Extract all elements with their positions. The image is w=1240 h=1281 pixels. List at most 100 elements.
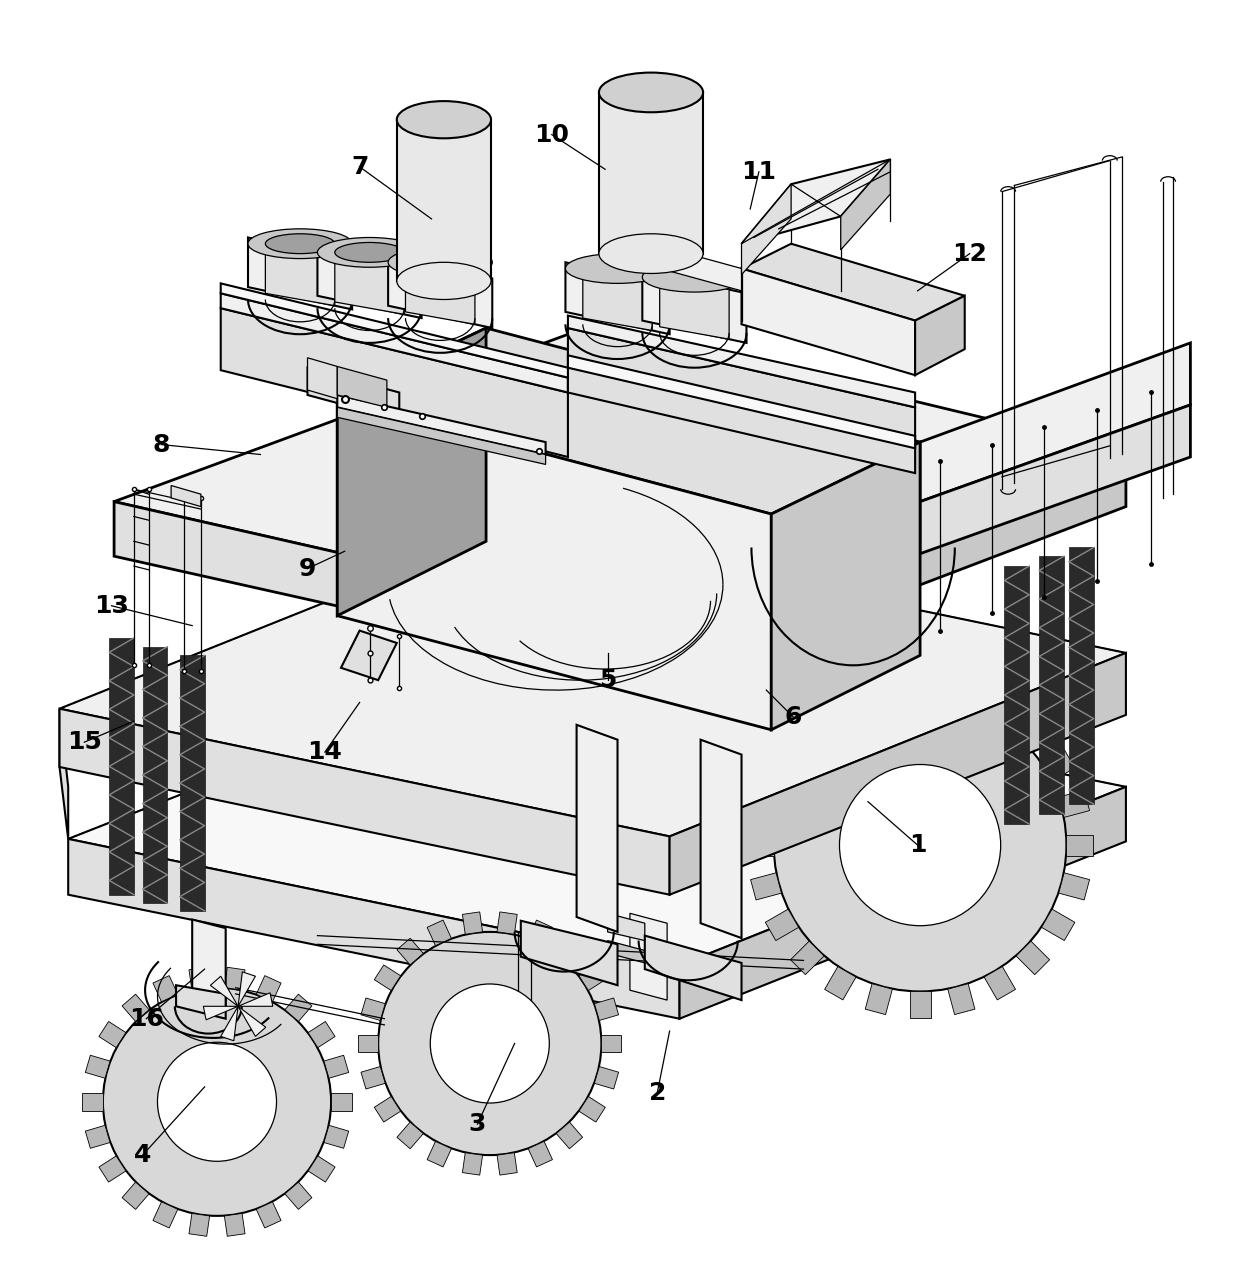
Ellipse shape (599, 233, 703, 273)
Polygon shape (335, 252, 404, 314)
Polygon shape (594, 1067, 619, 1089)
Polygon shape (920, 343, 1190, 502)
Polygon shape (742, 243, 965, 320)
Polygon shape (866, 675, 893, 707)
Text: 16: 16 (129, 1007, 164, 1031)
Polygon shape (427, 920, 451, 945)
Ellipse shape (317, 237, 422, 268)
Polygon shape (680, 787, 1126, 1018)
Polygon shape (866, 984, 893, 1015)
Polygon shape (122, 994, 149, 1021)
Polygon shape (748, 835, 774, 856)
Circle shape (839, 765, 1001, 926)
Polygon shape (308, 1155, 335, 1182)
Circle shape (378, 931, 601, 1155)
Polygon shape (608, 940, 645, 963)
Polygon shape (308, 1021, 335, 1048)
Polygon shape (337, 395, 546, 455)
Polygon shape (841, 159, 890, 250)
Polygon shape (221, 283, 568, 378)
Ellipse shape (335, 242, 404, 263)
Polygon shape (528, 1141, 553, 1167)
Polygon shape (920, 405, 1190, 553)
Ellipse shape (388, 247, 492, 277)
Polygon shape (791, 942, 825, 975)
Polygon shape (397, 119, 491, 281)
Text: 10: 10 (534, 123, 569, 146)
Polygon shape (947, 675, 975, 707)
Polygon shape (742, 159, 890, 243)
Polygon shape (660, 277, 729, 339)
Polygon shape (568, 315, 915, 407)
Polygon shape (188, 1213, 210, 1236)
Polygon shape (114, 324, 1126, 628)
Polygon shape (188, 967, 210, 990)
Polygon shape (86, 1125, 110, 1148)
Polygon shape (114, 502, 670, 680)
Polygon shape (221, 293, 568, 392)
Text: 11: 11 (742, 160, 776, 183)
Polygon shape (583, 269, 652, 330)
Ellipse shape (565, 254, 670, 283)
Text: 8: 8 (153, 433, 170, 456)
Polygon shape (153, 1202, 177, 1228)
Polygon shape (317, 246, 422, 318)
Polygon shape (257, 1202, 281, 1228)
Polygon shape (771, 442, 920, 730)
Text: 3: 3 (469, 1112, 486, 1136)
Polygon shape (337, 407, 546, 465)
Polygon shape (947, 984, 975, 1015)
Polygon shape (86, 1056, 110, 1079)
Polygon shape (176, 985, 226, 1018)
Polygon shape (337, 366, 387, 407)
Polygon shape (99, 1155, 126, 1182)
Polygon shape (577, 725, 618, 931)
Polygon shape (463, 1153, 482, 1175)
Polygon shape (224, 967, 246, 990)
Polygon shape (331, 1093, 352, 1111)
Polygon shape (192, 920, 226, 1007)
Polygon shape (599, 92, 703, 254)
Polygon shape (765, 749, 799, 781)
Polygon shape (374, 1097, 401, 1122)
Polygon shape (1042, 910, 1075, 940)
Ellipse shape (265, 233, 335, 254)
Text: 5: 5 (599, 669, 616, 692)
Text: 7: 7 (351, 155, 368, 179)
Polygon shape (405, 263, 475, 324)
Polygon shape (642, 272, 746, 343)
Polygon shape (337, 328, 920, 514)
Polygon shape (341, 630, 397, 680)
Polygon shape (1059, 872, 1090, 901)
Polygon shape (238, 993, 273, 1007)
Polygon shape (337, 328, 486, 616)
Polygon shape (670, 452, 1126, 680)
Polygon shape (565, 263, 670, 334)
Polygon shape (358, 1035, 378, 1052)
Polygon shape (497, 1153, 517, 1175)
Polygon shape (388, 256, 492, 328)
Polygon shape (645, 935, 742, 1000)
Polygon shape (1039, 556, 1064, 815)
Polygon shape (742, 269, 915, 375)
Polygon shape (1042, 749, 1075, 781)
Text: 13: 13 (94, 594, 129, 617)
Polygon shape (568, 355, 915, 448)
Polygon shape (557, 938, 583, 965)
Text: 4: 4 (134, 1143, 151, 1167)
Polygon shape (285, 994, 312, 1021)
Polygon shape (1016, 716, 1049, 749)
Polygon shape (765, 910, 799, 940)
Text: 6: 6 (785, 706, 802, 729)
Polygon shape (265, 243, 335, 306)
Polygon shape (171, 485, 201, 506)
Text: 2: 2 (649, 1081, 666, 1106)
Polygon shape (361, 998, 386, 1021)
Ellipse shape (599, 73, 703, 113)
Polygon shape (60, 526, 1126, 836)
Ellipse shape (248, 229, 352, 259)
Polygon shape (221, 309, 568, 457)
Polygon shape (910, 673, 930, 698)
Polygon shape (985, 967, 1016, 1000)
Polygon shape (915, 296, 965, 375)
